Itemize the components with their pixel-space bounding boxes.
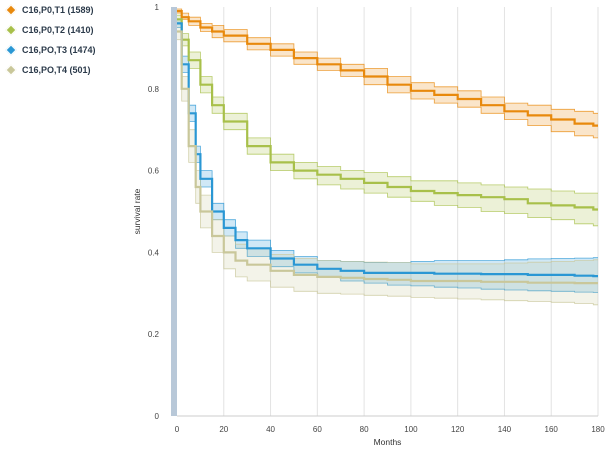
y-tick-label: 1 bbox=[155, 3, 160, 12]
ci-upper-3 bbox=[177, 18, 598, 263]
series-lines bbox=[177, 10, 598, 285]
legend-label: C16,PO,T3 (1474) bbox=[22, 45, 96, 55]
x-tick-label: 0 bbox=[175, 425, 180, 434]
x-tick-label: 40 bbox=[266, 425, 275, 434]
x-tick-label: 100 bbox=[404, 425, 418, 434]
legend-label: C16,P0,T1 (1589) bbox=[22, 5, 94, 15]
y-tick-label: 0 bbox=[155, 412, 160, 421]
ci-upper-2 bbox=[177, 14, 598, 194]
ci-upper-4 bbox=[177, 23, 598, 265]
x-tick-label: 180 bbox=[591, 425, 605, 434]
series-line-4[interactable] bbox=[177, 30, 598, 285]
x-tick-label: 20 bbox=[219, 425, 228, 434]
axes: 0 20 40 60 80 100 120 140 160 180 0 0.2 0.4 0.6 0.8 1 bbox=[148, 3, 605, 434]
y-tick-label: 0.8 bbox=[148, 85, 160, 94]
x-tick-label: 140 bbox=[498, 425, 512, 434]
legend-label: C16,P0,T2 (1410) bbox=[22, 25, 94, 35]
y-tick-label: 0.2 bbox=[148, 330, 160, 339]
legend-item-t2[interactable]: C16,P0,T2 (1410) bbox=[4, 20, 96, 40]
legend-label: C16,PO,T4 (501) bbox=[22, 65, 91, 75]
ci-lower-4 bbox=[177, 39, 598, 306]
series-line-1[interactable] bbox=[177, 10, 598, 127]
x-axis-label: Months bbox=[374, 437, 402, 447]
y-axis-label: survival rate bbox=[132, 188, 142, 234]
ci-band-3 bbox=[177, 19, 598, 293]
x-tick-label: 160 bbox=[545, 425, 559, 434]
censor-bar bbox=[171, 7, 177, 416]
x-tick-label: 60 bbox=[313, 425, 322, 434]
legend-item-t3[interactable]: C16,PO,T3 (1474) bbox=[4, 40, 96, 60]
x-tick-label: 80 bbox=[360, 425, 369, 434]
legend-item-t1[interactable]: C16,P0,T1 (1589) bbox=[4, 0, 96, 20]
y-tick-label: 0.6 bbox=[148, 167, 160, 176]
series-line-3[interactable] bbox=[177, 22, 598, 278]
ci-upper-1 bbox=[177, 8, 598, 114]
legend-item-t4[interactable]: C16,PO,T4 (501) bbox=[4, 60, 96, 80]
legend: C16,P0,T1 (1589) C16,P0,T2 (1410) C16,PO… bbox=[4, 0, 96, 80]
ci-band-4 bbox=[177, 23, 598, 305]
x-tick-label: 120 bbox=[451, 425, 465, 434]
y-tick-label: 0.4 bbox=[148, 248, 160, 257]
series-line-2[interactable] bbox=[177, 18, 598, 211]
